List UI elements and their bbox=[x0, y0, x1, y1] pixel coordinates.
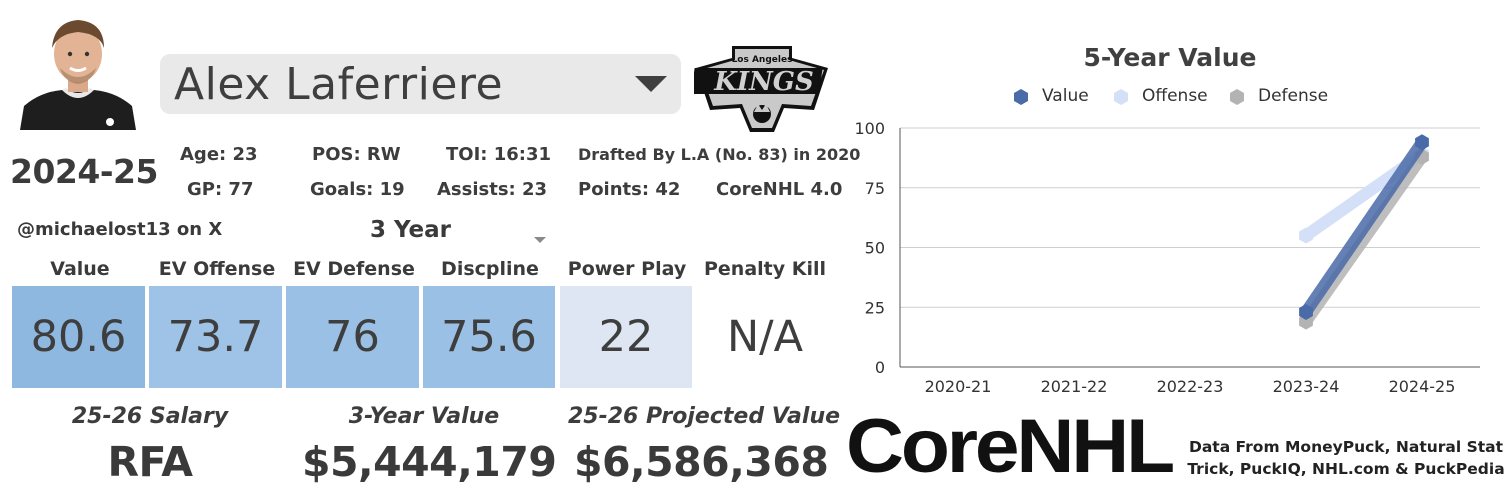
data-point-value bbox=[1299, 304, 1313, 320]
stat-drafted: Drafted By L.A (No. 83) in 2020 bbox=[578, 145, 861, 164]
stat-points: Points: 42 bbox=[578, 179, 681, 200]
y-tick-label: 50 bbox=[865, 239, 885, 258]
y-tick-label: 25 bbox=[865, 298, 885, 317]
metric-box-ev-defense: 76 bbox=[286, 286, 419, 388]
chevron-down-icon bbox=[635, 76, 667, 98]
y-tick-label: 100 bbox=[854, 119, 885, 138]
three-year-value: $5,444,179 bbox=[302, 438, 557, 486]
metric-header-penalty-kill: Penalty Kill bbox=[703, 258, 826, 280]
stat-toi: TOI: 16:31 bbox=[446, 144, 552, 165]
metric-box-penalty-kill: N/A bbox=[697, 286, 833, 388]
legend-marker-value bbox=[1012, 88, 1030, 110]
salary-label: 25-26 Salary bbox=[71, 404, 229, 429]
metric-box-ev-offense: 73.7 bbox=[149, 286, 282, 388]
legend-swatch bbox=[1114, 89, 1128, 105]
data-point-value bbox=[1415, 134, 1429, 151]
metric-box-power-play: 22 bbox=[560, 286, 692, 388]
chart-legend: Value Offense Defense bbox=[1012, 86, 1342, 108]
year-range-value: 3 Year bbox=[370, 217, 452, 243]
stat-goals: Goals: 19 bbox=[310, 179, 405, 200]
stat-position: POS: RW bbox=[312, 144, 401, 165]
projected-value-label: 25-26 Projected Value bbox=[567, 404, 841, 429]
metric-value: 73.7 bbox=[167, 312, 264, 362]
projected-value: $6,586,368 bbox=[574, 438, 829, 486]
legend-defense: Defense bbox=[1258, 86, 1329, 106]
metric-header-ev-offense: EV Offense bbox=[158, 258, 276, 280]
x-tick-label: 2024-25 bbox=[1389, 377, 1456, 396]
stat-assists: Assists: 23 bbox=[437, 179, 548, 200]
three-year-value-label: 3-Year Value bbox=[348, 404, 500, 429]
season-label: 2024-25 bbox=[10, 152, 158, 191]
metric-header-discipline: Discpline bbox=[441, 258, 539, 280]
player-name: Alex Laferriere bbox=[174, 59, 504, 110]
x-tick-label: 2021-22 bbox=[1041, 377, 1108, 396]
legend-marker-defense bbox=[1228, 88, 1246, 110]
metric-header-power-play: Power Play bbox=[567, 258, 687, 280]
player-photo bbox=[10, 10, 146, 130]
team-logo-top-text: Los Angeles bbox=[732, 55, 793, 65]
x-tick-label: 2022-23 bbox=[1157, 377, 1224, 396]
metric-box-discipline: 75.6 bbox=[423, 286, 555, 388]
metric-box-value: 80.6 bbox=[12, 286, 145, 388]
metric-value: 22 bbox=[598, 312, 654, 362]
legend-value: Value bbox=[1042, 86, 1089, 106]
player-select[interactable]: Alex Laferriere bbox=[160, 54, 681, 114]
metric-header-value: Value bbox=[50, 258, 110, 280]
legend-swatch bbox=[1230, 89, 1244, 105]
salary-value: RFA bbox=[107, 438, 193, 486]
stat-gp: GP: 77 bbox=[187, 179, 254, 200]
legend-marker-offense bbox=[1112, 88, 1130, 110]
data-point-offense bbox=[1299, 227, 1313, 244]
series-line-value bbox=[1300, 136, 1428, 319]
stat-age: Age: 23 bbox=[180, 144, 258, 165]
year-range-select[interactable]: 3 Year bbox=[368, 217, 548, 245]
author-handle: @michaelost13 on X bbox=[17, 219, 223, 240]
x-tick-label: 2020-21 bbox=[925, 377, 992, 396]
y-tick-label: 0 bbox=[875, 358, 885, 377]
metric-value: N/A bbox=[726, 312, 804, 362]
stat-version: CoreNHL 4.0 bbox=[716, 179, 843, 200]
team-logo-main-text: KINGS bbox=[713, 67, 814, 97]
metric-header-ev-defense: EV Defense bbox=[293, 258, 415, 280]
legend-swatch bbox=[1014, 89, 1028, 105]
brand-logo: CoreNHL bbox=[846, 404, 1177, 495]
legend-offense: Offense bbox=[1142, 86, 1208, 106]
metric-value: 76 bbox=[325, 312, 380, 362]
team-logo: Los Angeles KINGS bbox=[690, 44, 830, 134]
x-tick-label: 2023-24 bbox=[1273, 377, 1340, 396]
metric-value: 75.6 bbox=[441, 312, 537, 362]
brand-text: CoreNHL bbox=[846, 412, 1174, 484]
chevron-down-icon bbox=[534, 229, 546, 248]
data-sources: Data From MoneyPuck, Natural Stat Trick,… bbox=[1187, 438, 1505, 478]
chart-title: 5-Year Value bbox=[1083, 43, 1257, 72]
metric-value: 80.6 bbox=[30, 312, 127, 362]
value-chart: 0 25 50 75 100 2020-21 2021-22 2022-23 2023-24 20… bbox=[854, 119, 1480, 396]
y-tick-label: 75 bbox=[865, 179, 885, 198]
